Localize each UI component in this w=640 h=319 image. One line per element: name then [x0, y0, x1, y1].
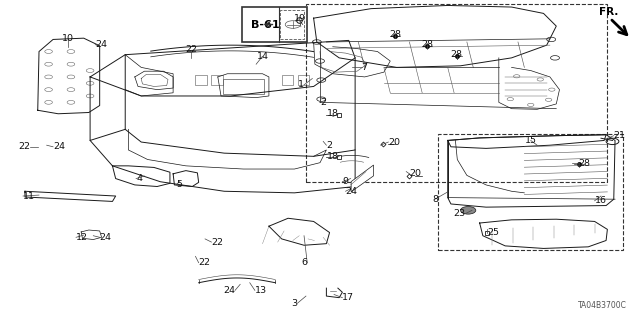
Text: 3: 3: [292, 299, 298, 308]
Bar: [438, 134, 623, 250]
Bar: [242, 7, 307, 42]
Bar: [280, 10, 304, 40]
Text: 16: 16: [595, 196, 607, 205]
Text: 9: 9: [342, 177, 348, 186]
Text: 1: 1: [298, 80, 304, 89]
Text: TA04B3700C: TA04B3700C: [578, 301, 627, 310]
Text: 14: 14: [257, 52, 269, 61]
Bar: [306, 4, 607, 182]
Text: 24: 24: [100, 233, 111, 242]
Bar: [298, 75, 309, 85]
Text: 20: 20: [388, 137, 401, 146]
Text: 18: 18: [327, 109, 339, 118]
Text: 25: 25: [487, 228, 499, 237]
Text: 2: 2: [326, 141, 332, 150]
Text: 13: 13: [255, 286, 267, 295]
Text: 5: 5: [176, 181, 182, 189]
Text: 24: 24: [346, 187, 358, 196]
Text: 17: 17: [342, 293, 355, 302]
Text: 22: 22: [185, 45, 197, 55]
Text: 28: 28: [579, 159, 591, 168]
Text: 20: 20: [410, 169, 421, 178]
Bar: [195, 75, 207, 85]
Text: 22: 22: [198, 258, 211, 267]
Bar: [223, 79, 264, 94]
Text: 7: 7: [362, 63, 367, 72]
Bar: [211, 75, 223, 85]
Text: 19: 19: [294, 14, 305, 23]
Text: 12: 12: [76, 233, 88, 242]
Text: 8: 8: [432, 195, 438, 204]
Text: 11: 11: [23, 191, 35, 201]
Bar: [282, 75, 293, 85]
Text: 10: 10: [61, 34, 74, 43]
Text: 24: 24: [95, 40, 108, 49]
Text: FR.: FR.: [599, 7, 618, 17]
Text: 4: 4: [136, 174, 142, 183]
Text: B-61: B-61: [251, 19, 280, 30]
Text: 23: 23: [454, 209, 466, 218]
Text: 2: 2: [320, 98, 326, 107]
Text: 24: 24: [53, 142, 65, 151]
Text: 21: 21: [614, 131, 626, 140]
Text: 15: 15: [525, 136, 537, 145]
Text: 24: 24: [223, 286, 235, 295]
Text: 22: 22: [211, 238, 223, 247]
Text: 6: 6: [301, 258, 307, 267]
Text: 28: 28: [451, 50, 463, 59]
Text: 28: 28: [421, 40, 433, 49]
Text: 18: 18: [327, 152, 339, 161]
Text: 28: 28: [389, 30, 401, 39]
Circle shape: [461, 206, 476, 214]
Text: 22: 22: [18, 142, 30, 151]
